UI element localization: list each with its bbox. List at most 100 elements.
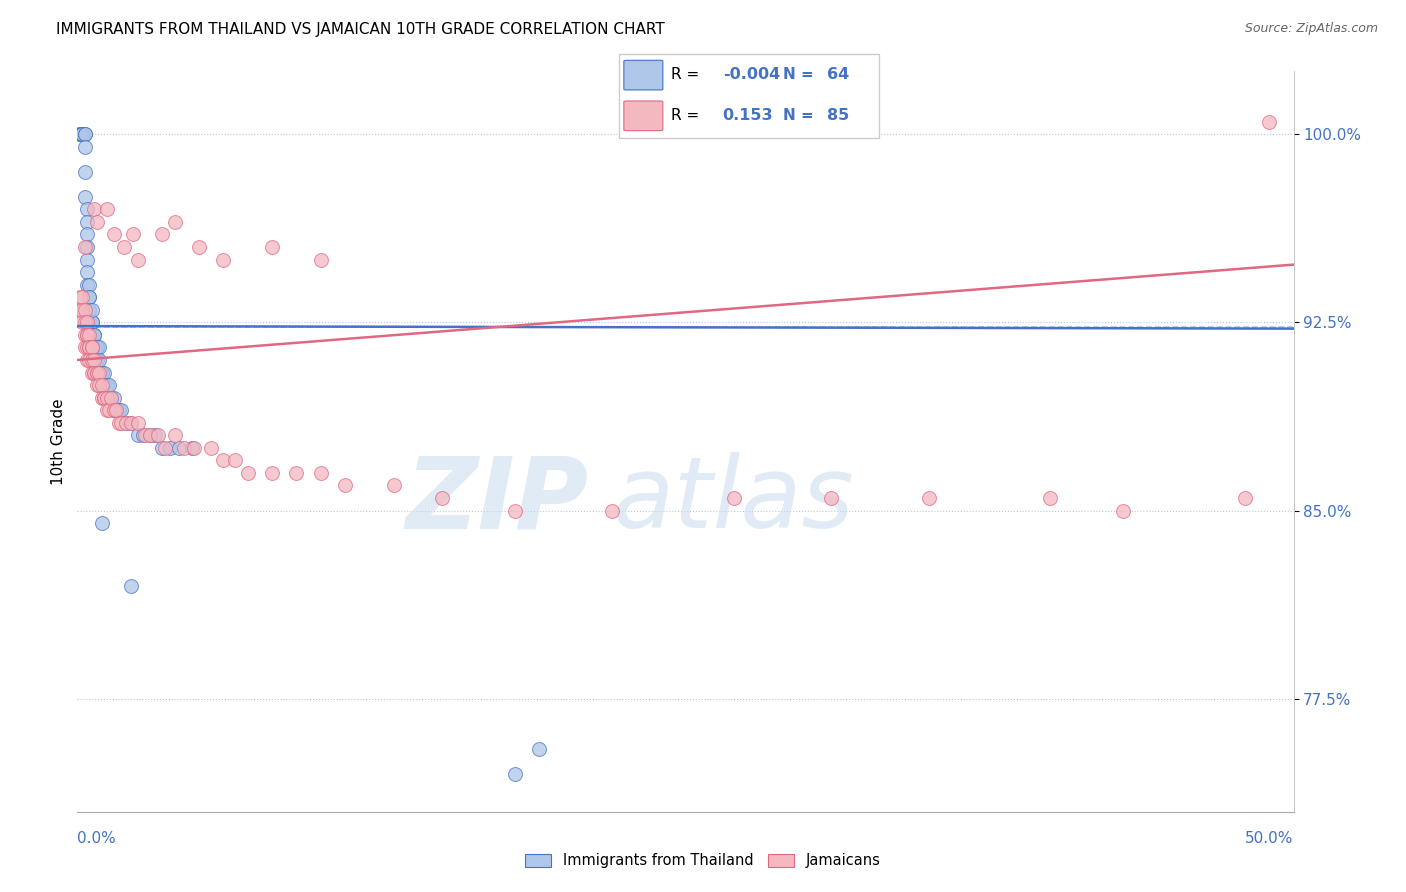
Point (602, 503, 624, 517)
Point (89, 353, 111, 368)
Point (105, 403, 128, 417)
Point (127, 252, 149, 267)
Point (183, 441, 205, 455)
Text: ZIP: ZIP (405, 452, 588, 549)
Point (96, 391, 118, 405)
Point (76, 315, 98, 329)
Point (1112, 503, 1135, 517)
Point (69, 127, 91, 141)
FancyBboxPatch shape (619, 54, 879, 138)
Text: IMMIGRANTS FROM THAILAND VS JAMAICAN 10TH GRADE CORRELATION CHART: IMMIGRANTS FROM THAILAND VS JAMAICAN 10T… (56, 22, 665, 37)
Point (115, 416, 138, 430)
Point (103, 403, 125, 417)
Point (1233, 491, 1256, 505)
Point (224, 453, 246, 467)
Point (76, 353, 98, 368)
Text: 50.0%: 50.0% (1246, 831, 1294, 846)
Point (1258, 114, 1281, 128)
Point (112, 240, 135, 254)
Point (70, 127, 93, 141)
Point (260, 466, 283, 480)
Point (139, 428, 162, 442)
Point (89, 366, 111, 380)
Point (100, 391, 122, 405)
Point (93, 391, 115, 405)
Point (89, 340, 111, 354)
Point (503, 503, 526, 517)
Point (90, 391, 112, 405)
Point (86, 215, 108, 229)
Text: Source: ZipAtlas.com: Source: ZipAtlas.com (1244, 22, 1378, 36)
Point (100, 391, 122, 405)
Point (188, 240, 211, 254)
Point (80, 327, 103, 342)
Point (73, 327, 96, 342)
Y-axis label: 10th Grade: 10th Grade (51, 398, 66, 485)
Point (152, 441, 174, 455)
Point (90, 366, 112, 380)
Point (73, 139, 96, 153)
Point (73, 165, 96, 179)
Point (69, 290, 91, 304)
Point (73, 127, 96, 141)
Point (83, 366, 105, 380)
Point (73, 315, 96, 329)
Point (73, 240, 96, 254)
Point (80, 353, 103, 368)
Point (80, 366, 103, 380)
Point (107, 403, 129, 417)
Point (76, 240, 98, 254)
Point (86, 340, 108, 354)
Point (212, 252, 235, 267)
Point (83, 366, 105, 380)
Point (260, 240, 283, 254)
Point (153, 441, 176, 455)
Point (382, 478, 405, 492)
Text: atlas: atlas (613, 452, 853, 549)
Point (86, 340, 108, 354)
Point (76, 227, 98, 242)
Text: -0.004: -0.004 (723, 67, 780, 82)
Point (200, 441, 222, 455)
Point (93, 391, 115, 405)
Point (83, 202, 105, 217)
Point (173, 441, 195, 455)
Point (76, 252, 98, 267)
Point (80, 315, 103, 329)
Point (79, 302, 101, 317)
Text: N =: N = (783, 67, 813, 82)
Point (73, 127, 96, 141)
Point (120, 416, 142, 430)
Point (122, 227, 145, 242)
Point (76, 277, 98, 292)
Text: 0.0%: 0.0% (77, 831, 117, 846)
Point (79, 277, 101, 292)
Point (163, 215, 186, 229)
Point (80, 315, 103, 329)
Point (79, 353, 101, 368)
Point (143, 428, 166, 442)
Point (333, 478, 356, 492)
Point (79, 290, 101, 304)
Point (90, 378, 112, 392)
Point (70, 290, 93, 304)
Point (76, 215, 98, 229)
Point (96, 378, 118, 392)
Text: 0.153: 0.153 (723, 108, 773, 123)
Point (146, 428, 169, 442)
Point (69, 127, 91, 141)
Point (96, 403, 118, 417)
Point (76, 327, 98, 342)
Point (103, 227, 125, 242)
Point (103, 391, 125, 405)
Point (76, 202, 98, 217)
Point (69, 302, 91, 317)
Point (73, 190, 96, 204)
Point (180, 441, 202, 455)
Point (127, 416, 149, 430)
Point (430, 491, 453, 505)
Point (120, 579, 142, 593)
Point (1039, 491, 1062, 505)
Point (139, 428, 162, 442)
Point (236, 466, 259, 480)
